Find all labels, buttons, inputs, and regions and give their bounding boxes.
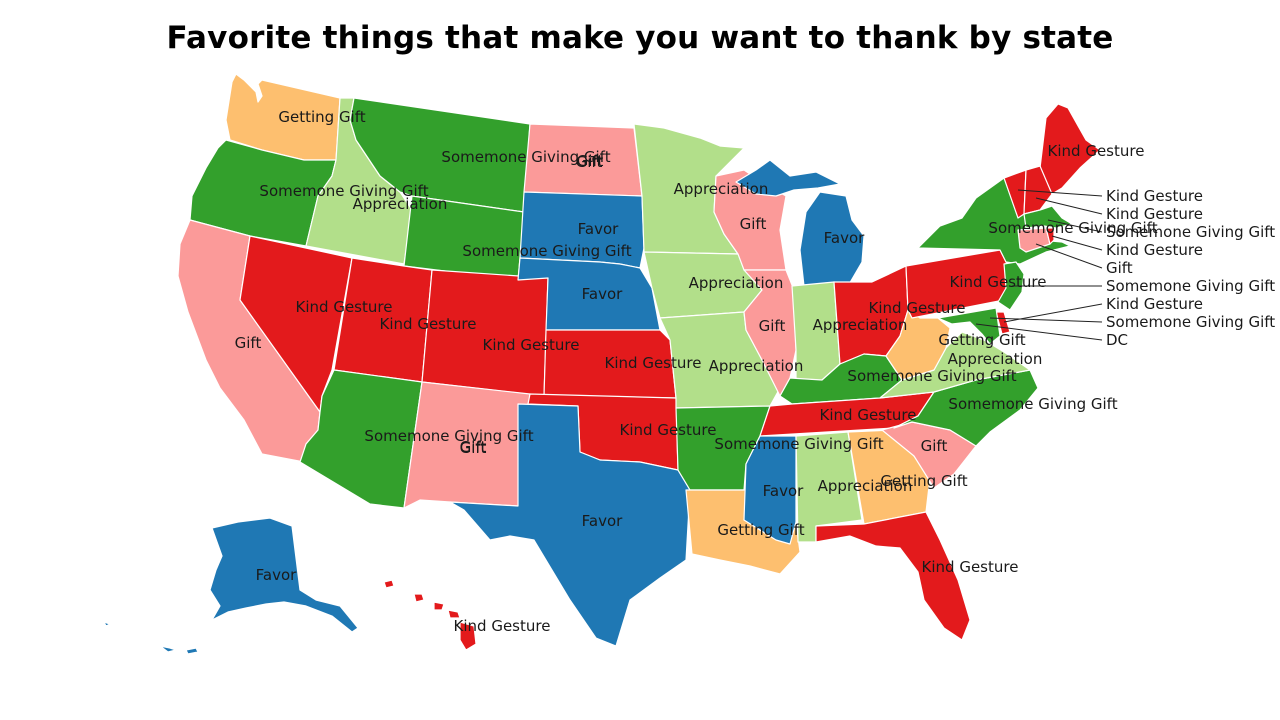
state-michigan (799, 191, 865, 287)
state-rhode-island (1045, 227, 1055, 245)
state-label-nm: Gift (460, 438, 487, 456)
state-label-ok: Kind Gesture (620, 421, 717, 439)
state-label-co: Kind Gesture (483, 336, 580, 354)
state-label-id: Appreciation (353, 195, 448, 213)
state-texas (449, 403, 691, 647)
state-label-pa: Kind Gesture (950, 273, 1047, 291)
state-alaska-islands (103, 621, 199, 655)
state-new-jersey (997, 261, 1025, 311)
state-michigan-upper (735, 159, 841, 197)
state-label-me: Kind Gesture (1048, 142, 1145, 160)
state-label-mo: Appreciation (709, 357, 804, 375)
leader-line (975, 323, 1103, 341)
callout-leader-lines (975, 189, 1103, 341)
state-label-tx: Favor (582, 512, 623, 530)
states-layer (103, 73, 1101, 655)
leader-line (1017, 189, 1103, 197)
state-florida (815, 511, 971, 641)
callout-label-de: Kind Gesture (1106, 295, 1203, 313)
state-maine (1039, 103, 1101, 195)
state-label-or: Somemone Giving Gift (259, 182, 428, 200)
state-label-sc: Gift (921, 437, 948, 455)
leader-line (1047, 219, 1103, 233)
state-label-la: Getting Gift (717, 521, 804, 539)
state-label-va: Appreciation (948, 350, 1043, 368)
state-label-fl: Kind Gesture (922, 558, 1019, 576)
state-nebraska (517, 257, 661, 331)
state-label-mi: Favor (824, 229, 865, 247)
state-label-ar: Somemone Giving Gift (714, 435, 883, 453)
callout-label-ri: Kind Gesture (1106, 241, 1203, 259)
callout-label-ma: Somemone Giving Gift (1106, 223, 1275, 241)
state-hawaii (383, 579, 477, 651)
state-label-ca: Gift (235, 334, 262, 352)
state-label-tn: Kind Gesture (820, 406, 917, 424)
state-label-ks: Kind Gesture (605, 354, 702, 372)
state-label-ia: Appreciation (689, 274, 784, 292)
state-alaska (209, 517, 359, 633)
state-label-ne: Favor (582, 285, 623, 303)
leader-line (1051, 235, 1103, 251)
state-label-ky: Somemone Giving Gift (847, 367, 1016, 385)
state-label-nc: Somemone Giving Gift (948, 395, 1117, 413)
state-new-hampshire (1023, 165, 1053, 215)
leader-line (1035, 197, 1103, 215)
state-washington (225, 73, 341, 161)
callout-label-vt: Kind Gesture (1106, 187, 1203, 205)
state-label-nm-extra: Gift (460, 439, 487, 457)
state-label-wa: Getting Gift (278, 108, 365, 126)
state-label-wi: Gift (740, 215, 767, 233)
map-title: Favorite things that make you want to th… (166, 20, 1114, 56)
state-label-mn: Appreciation (674, 180, 769, 198)
state-label-oh: Kind Gesture (869, 299, 966, 317)
state-label-il: Gift (759, 317, 786, 335)
state-west-virginia (885, 309, 951, 381)
state-label-hi: Kind Gesture (454, 617, 551, 635)
state-label-al: Appreciation (818, 477, 913, 495)
state-label-az: Somemone Giving Gift (364, 427, 533, 445)
callout-label-md: Somemone Giving Gift (1106, 313, 1275, 331)
state-label-ms: Favor (763, 482, 804, 500)
leader-line (989, 317, 1103, 323)
callout-label-dc: DC (1106, 331, 1128, 349)
state-label-nd: Gift (577, 152, 604, 170)
callout-label-nj: Somemone Giving Gift (1106, 277, 1275, 295)
state-label-ga: Getting Gift (880, 472, 967, 490)
state-label-wy: Somemone Giving Gift (462, 242, 631, 260)
callout-label-nh: Kind Gesture (1106, 205, 1203, 223)
state-label-mt-extra: Gift (576, 153, 603, 171)
state-label-ut: Kind Gesture (380, 315, 477, 333)
state-label-nv: Kind Gesture (296, 298, 393, 316)
state-maryland (937, 307, 1001, 345)
state-label-sd: Favor (578, 220, 619, 238)
state-label-in: Appreciation (813, 316, 908, 334)
leader-line (1035, 243, 1103, 269)
state-label-mt: Somemone Giving Gift (441, 148, 610, 166)
callout-label-ct: Gift (1106, 259, 1133, 277)
state-label-wv: Getting Gift (938, 331, 1025, 349)
state-label-ak: Favor (256, 566, 297, 584)
state-label-ny: Somemone Giving Gift (988, 219, 1157, 237)
state-colorado (421, 269, 549, 397)
